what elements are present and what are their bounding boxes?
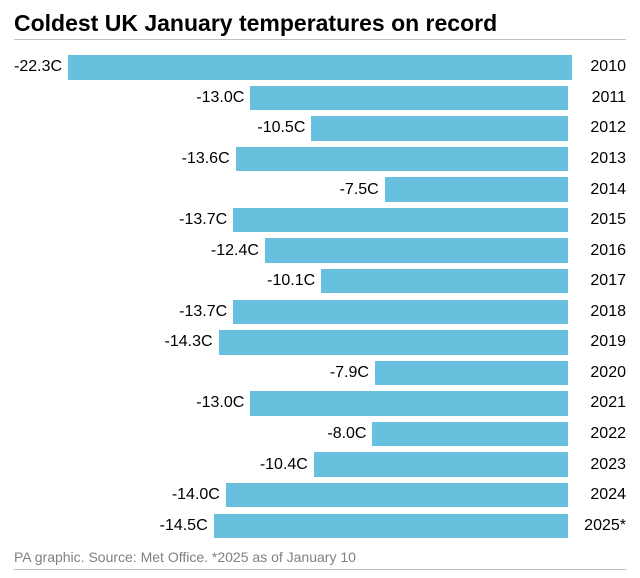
bar-value-label: -14.5C <box>160 517 214 535</box>
bar <box>250 391 568 415</box>
bar-row: -22.3C 2010 <box>14 52 626 83</box>
bar-value-label: -7.9C <box>330 364 375 382</box>
bar-value-label: -8.0C <box>327 425 372 443</box>
bar-row: -13.0C 2021 <box>14 388 626 419</box>
bar <box>68 55 572 79</box>
bar-year-label: 2013 <box>568 150 626 168</box>
bar-row: -10.1C 2017 <box>14 266 626 297</box>
bar-year-label: 2017 <box>568 272 626 290</box>
bar-year-label: 2012 <box>568 119 626 137</box>
bar-year-label: 2014 <box>568 181 626 199</box>
bar-row: -12.4C 2016 <box>14 235 626 266</box>
bar-value-label: -14.3C <box>165 333 219 351</box>
bar-year-label: 2023 <box>568 456 626 474</box>
chart-footer: PA graphic. Source: Met Office. *2025 as… <box>14 541 626 567</box>
bar-row: -13.7C 2015 <box>14 205 626 236</box>
bar <box>311 116 568 140</box>
bar-row: -14.0C 2024 <box>14 480 626 511</box>
bar-row: -10.5C 2012 <box>14 113 626 144</box>
bar-value-label: -13.0C <box>196 394 250 412</box>
bar-year-label: 2016 <box>568 242 626 260</box>
bar-year-label: 2020 <box>568 364 626 382</box>
bar-value-label: -10.5C <box>257 119 311 137</box>
bar-chart: -22.3C 2010 -13.0C 2011 -10.5C 2012 -13.6C 2013… <box>14 52 626 541</box>
bar <box>314 452 568 476</box>
bar <box>250 86 568 110</box>
bar-row: -14.3C 2019 <box>14 327 626 358</box>
bar-value-label: -14.0C <box>172 486 226 504</box>
bar <box>385 177 568 201</box>
bar-row: -10.4C 2023 <box>14 449 626 480</box>
bar-year-label: 2018 <box>568 303 626 321</box>
bar-value-label: -13.7C <box>179 303 233 321</box>
bar-row: -13.7C 2018 <box>14 297 626 328</box>
bar <box>375 361 568 385</box>
bar-year-label: 2021 <box>568 394 626 412</box>
bar-value-label: -13.7C <box>179 211 233 229</box>
bar-row: -13.0C 2011 <box>14 83 626 114</box>
bar-row: -13.6C 2013 <box>14 144 626 175</box>
bar <box>236 147 568 171</box>
chart-title: Coldest UK January temperatures on recor… <box>14 10 626 37</box>
bar <box>226 483 568 507</box>
bar <box>321 269 568 293</box>
horizontal-rule-top <box>14 39 626 40</box>
bar-year-label: 2024 <box>568 486 626 504</box>
bar-year-label: 2022 <box>568 425 626 443</box>
chart-container: Coldest UK January temperatures on recor… <box>0 0 640 578</box>
bar-value-label: -13.6C <box>182 150 236 168</box>
bar-row: -7.9C 2020 <box>14 358 626 389</box>
bar-value-label: -7.5C <box>340 181 385 199</box>
bar-year-label: 2015 <box>568 211 626 229</box>
bar-year-label: 2010 <box>572 58 626 76</box>
bar-value-label: -22.3C <box>14 58 68 76</box>
bar <box>233 208 568 232</box>
bar-value-label: -12.4C <box>211 242 265 260</box>
bar-year-label: 2019 <box>568 333 626 351</box>
bar-row: -8.0C 2022 <box>14 419 626 450</box>
bar-value-label: -10.1C <box>267 272 321 290</box>
bar <box>233 300 568 324</box>
bar-value-label: -10.4C <box>260 456 314 474</box>
bar-year-label: 2025* <box>568 517 626 535</box>
bar-value-label: -13.0C <box>196 89 250 107</box>
bar-row: -7.5C 2014 <box>14 174 626 205</box>
horizontal-rule-bottom <box>14 569 626 570</box>
bar <box>372 422 568 446</box>
bar <box>214 514 568 538</box>
bar <box>265 238 568 262</box>
bar-row: -14.5C 2025* <box>14 510 626 541</box>
bar <box>219 330 568 354</box>
bar-year-label: 2011 <box>568 89 626 107</box>
